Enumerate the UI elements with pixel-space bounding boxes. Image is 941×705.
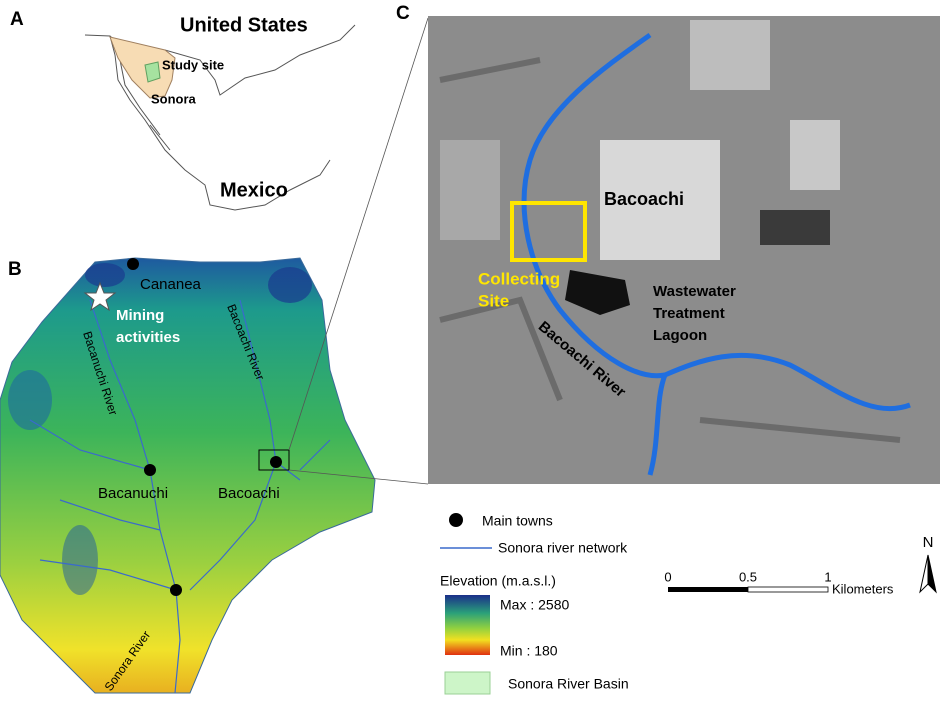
- highland: [268, 267, 312, 303]
- scale-unit: Kilometers: [832, 581, 894, 596]
- lagoon: [565, 270, 630, 315]
- town-marker: [270, 456, 282, 468]
- highland: [85, 263, 125, 287]
- town-marker: [127, 258, 139, 270]
- site-label: Collecting: [478, 269, 560, 288]
- basin-elevation: [0, 257, 376, 694]
- lagoon-label: Treatment: [653, 305, 725, 322]
- town-label: Bacanuchi: [98, 485, 168, 502]
- scale-segment: [747, 586, 829, 593]
- arrow-half: [919, 554, 929, 594]
- panel-b: B Cananea Bacanuchi Bacoachi Mining acti…: [0, 17, 429, 694]
- state-label: Sonora: [151, 91, 197, 106]
- legend-label: Main towns: [482, 513, 553, 529]
- terrain: [600, 140, 720, 260]
- study-basin: [144, 61, 161, 83]
- panel-label: A: [10, 9, 24, 30]
- scale-bar: 0 0.5 1 Kilometers: [664, 569, 894, 596]
- highland: [62, 525, 98, 595]
- elevation-ramp: [445, 595, 490, 655]
- legend: Main towns Sonora river network Elevatio…: [440, 513, 629, 695]
- town-label: Bacoachi: [604, 189, 684, 209]
- highland: [8, 370, 52, 430]
- site-label: Site: [478, 291, 509, 310]
- town-marker: [170, 584, 182, 596]
- panel-c: C Bacoachi Collecting Site Wastewater Tr…: [396, 3, 940, 484]
- town-label: Bacoachi: [218, 485, 280, 502]
- annotation: Mining: [116, 307, 164, 324]
- lagoon-label: Lagoon: [653, 327, 707, 344]
- lagoon-label: Wastewater: [653, 283, 736, 300]
- terrain: [440, 140, 500, 240]
- study-site-label: Study site: [162, 57, 224, 72]
- inset-box: [258, 449, 290, 471]
- legend-label: Sonora River Basin: [508, 676, 629, 692]
- town-marker: [144, 464, 156, 476]
- scale-tick-label: 1: [824, 569, 831, 584]
- collecting-site-box: [510, 201, 587, 262]
- connector: [288, 469, 429, 485]
- legend-town-marker: [449, 513, 463, 527]
- panel-label: C: [396, 3, 410, 24]
- mining-star: [83, 281, 117, 312]
- annotation: activities: [116, 329, 180, 346]
- terrain: [439, 57, 901, 443]
- panel-label: B: [8, 259, 22, 280]
- scale-segment: [668, 587, 748, 592]
- arrow-half: [927, 554, 937, 594]
- connector: [288, 17, 429, 451]
- legend-label: Min : 180: [500, 643, 558, 659]
- river: [521, 32, 911, 476]
- legend-label: Max : 2580: [500, 597, 569, 613]
- terrain: [690, 20, 770, 90]
- legend-label: Sonora river network: [498, 540, 628, 556]
- terrain: [790, 120, 840, 190]
- scale-tick-label: 0.5: [739, 569, 757, 584]
- country-label: Mexico: [220, 179, 288, 201]
- basin-swatch: [444, 671, 491, 695]
- panel-a: A United States Study site Sonora Mexico: [10, 9, 356, 211]
- legend-title: Elevation (m.a.s.l.): [440, 573, 556, 589]
- terrain: [760, 210, 830, 245]
- sonora-region: [109, 36, 176, 99]
- coastline: [109, 35, 331, 211]
- country-label: United States: [180, 14, 308, 36]
- town-label: Cananea: [140, 276, 202, 293]
- north-label: N: [923, 534, 934, 551]
- scale-tick-label: 0: [664, 569, 671, 584]
- north-arrow: N: [919, 534, 937, 594]
